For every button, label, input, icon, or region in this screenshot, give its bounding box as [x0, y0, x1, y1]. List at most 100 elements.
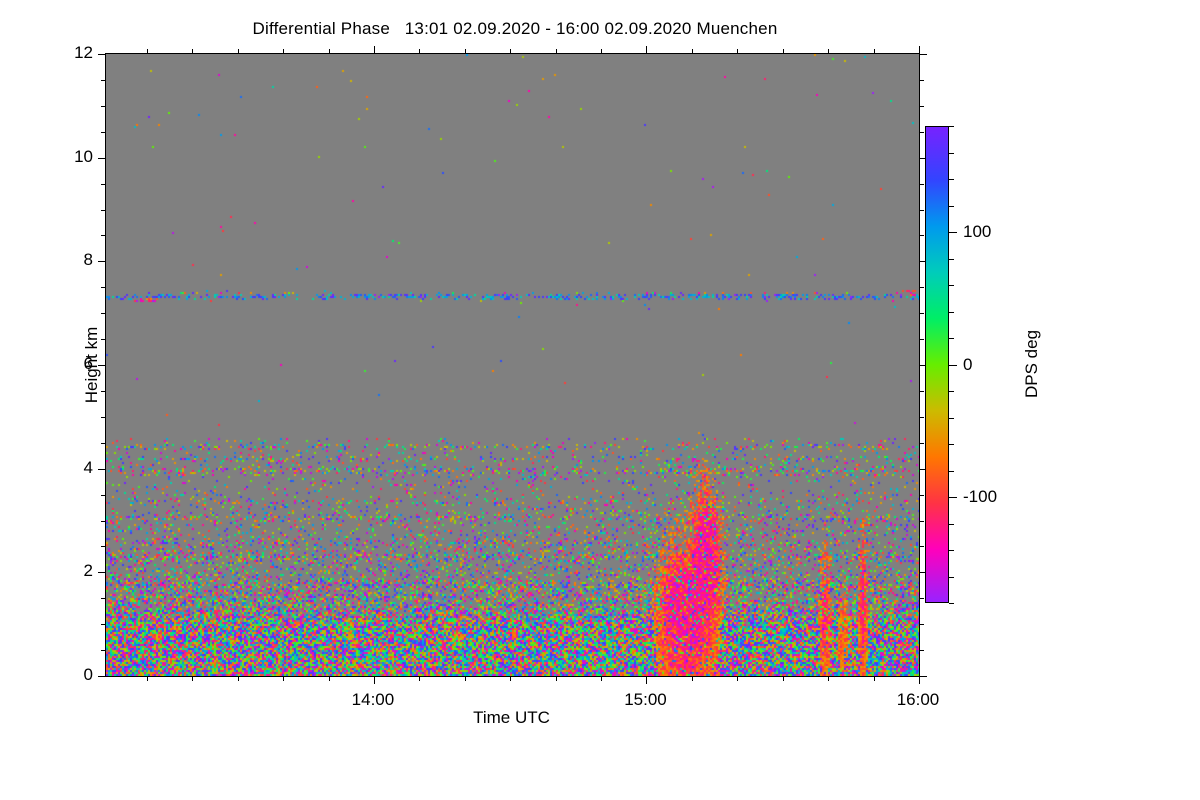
y-tick-minor — [919, 417, 924, 418]
y-tick-minor — [101, 132, 106, 133]
colorbar-tick-minor — [949, 338, 954, 339]
y-tick-major — [919, 158, 927, 159]
y-tick-major — [919, 676, 927, 677]
x-tick-minor — [465, 49, 466, 54]
plot-area[interactable]: Height km — [82, 46, 927, 684]
y-tick-minor — [919, 313, 924, 314]
x-tick-major — [646, 676, 647, 684]
x-tick-minor — [147, 676, 148, 681]
y-tick-minor — [919, 287, 924, 288]
x-tick-minor — [783, 676, 784, 681]
colorbar-tick-label: -100 — [963, 487, 998, 506]
y-tick-minor — [101, 391, 106, 392]
y-tick-major — [98, 158, 106, 159]
x-tick-minor — [737, 49, 738, 54]
colorbar-tick-minor — [949, 312, 954, 313]
y-tick-major — [98, 365, 106, 366]
x-tick-minor — [828, 676, 829, 681]
x-tick-major — [374, 46, 375, 54]
colorbar-tick-minor — [949, 259, 954, 260]
x-tick-minor — [510, 49, 511, 54]
y-tick-minor — [101, 598, 106, 599]
y-tick-minor — [919, 495, 924, 496]
y-tick-minor — [101, 624, 106, 625]
y-tick-minor — [101, 650, 106, 651]
x-tick-minor — [192, 676, 193, 681]
x-tick-minor — [329, 676, 330, 681]
y-tick-minor — [101, 184, 106, 185]
y-tick-major — [919, 365, 927, 366]
y-tick-minor — [101, 495, 106, 496]
x-tick-minor — [283, 49, 284, 54]
x-tick-major — [919, 676, 920, 684]
x-tick-minor — [419, 49, 420, 54]
y-tick-major — [98, 572, 106, 573]
x-tick-minor — [601, 676, 602, 681]
y-tick-minor — [919, 235, 924, 236]
y-tick-minor — [919, 624, 924, 625]
x-tick-minor — [556, 676, 557, 681]
y-tick-minor — [919, 598, 924, 599]
y-tick-minor — [101, 417, 106, 418]
x-tick-minor — [465, 676, 466, 681]
colorbar-tick-major — [949, 497, 957, 498]
x-tick-minor — [329, 49, 330, 54]
colorbar-tick-minor — [949, 550, 954, 551]
colorbar-tick-major — [949, 365, 957, 366]
y-tick-label: 8 — [83, 250, 93, 270]
x-tick-minor — [192, 49, 193, 54]
y-tick-minor — [919, 106, 924, 107]
y-tick-minor — [919, 546, 924, 547]
colorbar-tick-minor — [949, 179, 954, 180]
y-tick-label: 0 — [83, 665, 93, 684]
x-tick-minor — [601, 49, 602, 54]
y-tick-minor — [919, 521, 924, 522]
x-tick-label: 14:00 — [351, 690, 395, 709]
y-tick-minor — [101, 313, 106, 314]
x-tick-minor — [238, 49, 239, 54]
y-tick-minor — [101, 80, 106, 81]
colorbar-tick-minor — [949, 285, 954, 286]
y-tick-major — [919, 54, 927, 55]
y-tick-minor — [101, 339, 106, 340]
y-tick-major — [919, 261, 927, 262]
y-tick-major — [919, 572, 927, 573]
x-tick-minor — [510, 676, 511, 681]
y-tick-minor — [919, 184, 924, 185]
y-tick-minor — [101, 235, 106, 236]
y-tick-minor — [919, 339, 924, 340]
x-tick-minor — [419, 676, 420, 681]
colorbar-tick-minor — [949, 126, 954, 127]
y-tick-major — [98, 469, 106, 470]
x-axis-title: Time UTC — [473, 708, 550, 727]
colorbar-tick-minor — [949, 391, 954, 392]
y-tick-label: 10 — [74, 146, 93, 166]
y-tick-label: 12 — [74, 43, 93, 62]
page-title: Differential Phase 13:01 02.09.2020 - 16… — [252, 19, 778, 38]
x-tick-minor — [737, 676, 738, 681]
colorbar[interactable]: 100 0 -100 DPS deg — [925, 126, 1041, 604]
y-tick-label: 2 — [83, 561, 93, 581]
colorbar-tick-minor — [949, 153, 954, 154]
x-tick-minor — [874, 49, 875, 54]
x-tick-minor — [692, 49, 693, 54]
x-tick-major — [919, 46, 920, 54]
y-tick-label: 6 — [83, 354, 93, 373]
y-tick-minor — [919, 210, 924, 211]
x-tick-minor — [692, 676, 693, 681]
colorbar-tick-minor — [949, 577, 954, 578]
y-tick-major — [98, 676, 106, 677]
colorbar-tick-minor — [949, 444, 954, 445]
y-tick-major — [98, 261, 106, 262]
y-tick-minor — [919, 650, 924, 651]
y-tick-minor — [101, 443, 106, 444]
x-tick-minor — [828, 49, 829, 54]
y-tick-minor — [101, 210, 106, 211]
y-tick-label: 4 — [83, 457, 93, 477]
x-tick-minor — [147, 49, 148, 54]
colorbar-tick-minor — [949, 206, 954, 207]
y-tick-minor — [919, 391, 924, 392]
y-tick-minor — [101, 106, 106, 107]
x-tick-label: 15:00 — [624, 690, 667, 709]
